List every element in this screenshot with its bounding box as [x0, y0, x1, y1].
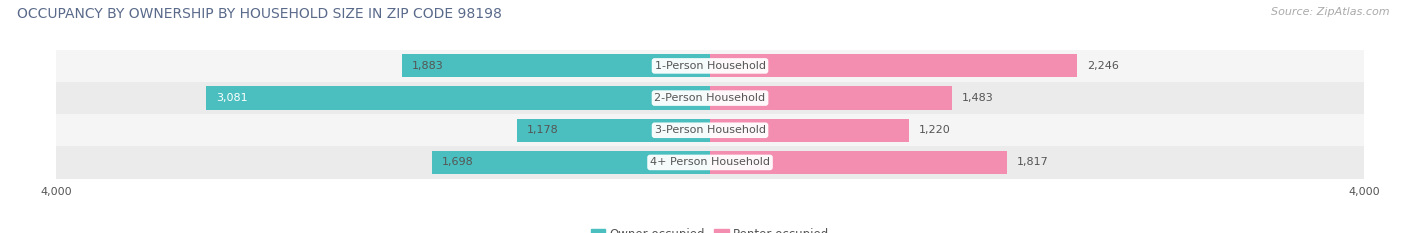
Legend: Owner-occupied, Renter-occupied: Owner-occupied, Renter-occupied: [586, 224, 834, 233]
Text: 1,178: 1,178: [527, 125, 560, 135]
Bar: [56, 146, 1364, 178]
Text: 1,817: 1,817: [1017, 158, 1049, 168]
Bar: [433, 151, 710, 174]
Text: 3,081: 3,081: [217, 93, 247, 103]
Text: 2-Person Household: 2-Person Household: [654, 93, 766, 103]
Bar: [517, 119, 710, 142]
Text: 1,883: 1,883: [412, 61, 444, 71]
Text: 3-Person Household: 3-Person Household: [655, 125, 765, 135]
Text: 1,220: 1,220: [920, 125, 950, 135]
Text: 1,698: 1,698: [443, 158, 474, 168]
Bar: [710, 54, 1077, 78]
Bar: [56, 114, 1364, 146]
Text: 4+ Person Household: 4+ Person Household: [650, 158, 770, 168]
Text: Source: ZipAtlas.com: Source: ZipAtlas.com: [1271, 7, 1389, 17]
Bar: [56, 82, 1364, 114]
Bar: [402, 54, 710, 78]
Bar: [710, 86, 952, 110]
Text: 1,483: 1,483: [962, 93, 994, 103]
Bar: [207, 86, 710, 110]
Text: OCCUPANCY BY OWNERSHIP BY HOUSEHOLD SIZE IN ZIP CODE 98198: OCCUPANCY BY OWNERSHIP BY HOUSEHOLD SIZE…: [17, 7, 502, 21]
Bar: [710, 151, 1007, 174]
Bar: [710, 119, 910, 142]
Text: 1-Person Household: 1-Person Household: [655, 61, 765, 71]
Bar: [56, 50, 1364, 82]
Text: 2,246: 2,246: [1087, 61, 1119, 71]
